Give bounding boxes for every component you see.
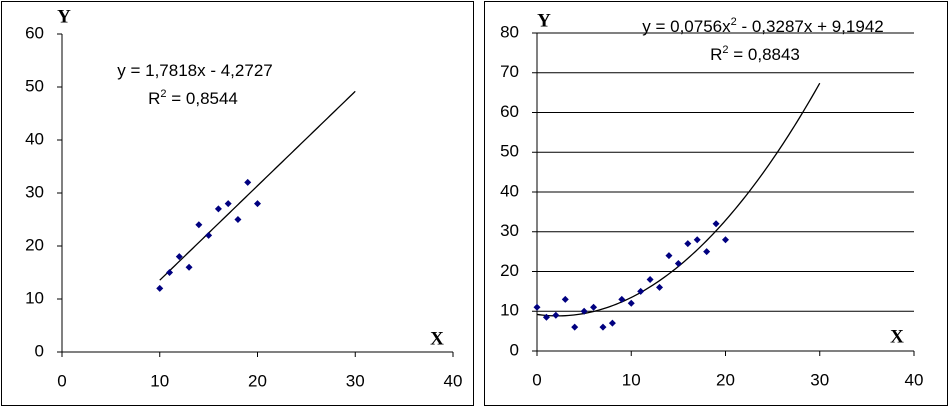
point [571, 323, 579, 331]
x-tick-label: 40 [444, 371, 463, 390]
point [561, 295, 569, 303]
point [175, 253, 183, 261]
point [234, 216, 242, 223]
point [185, 263, 193, 271]
y-tick-label: 50 [25, 76, 44, 95]
y-tick-label: 40 [500, 181, 519, 200]
y-axis-label: Y [537, 10, 551, 31]
y-tick-label: 0 [510, 340, 519, 359]
x-tick-label: 0 [57, 371, 66, 390]
y-tick-label: 80 [500, 22, 519, 41]
x-tick-label: 30 [810, 370, 829, 389]
x-tick-label: 20 [716, 370, 735, 389]
x-tick-label: 40 [905, 370, 924, 389]
y-tick-label: 60 [500, 102, 519, 121]
point [224, 200, 232, 208]
x-tick-label: 10 [622, 370, 641, 389]
trend-equation: y = 1,7818x - 4,2727 [117, 61, 272, 80]
x-tick-label: 0 [532, 370, 541, 389]
y-tick-label: 30 [25, 182, 44, 201]
superscript: 2 [722, 44, 728, 56]
point [608, 319, 616, 327]
superscript: 2 [731, 16, 737, 28]
point [205, 231, 213, 239]
r-squared: R2 = 0,8544 [148, 88, 238, 109]
x-tick-label: 20 [248, 371, 267, 390]
point [590, 303, 598, 311]
text-part: - 0,3287x + 9,1942 [737, 17, 884, 36]
y-tick-label: 60 [25, 23, 44, 42]
point [665, 252, 673, 260]
x-tick-label: 10 [150, 371, 169, 390]
point [195, 221, 203, 229]
point [580, 307, 588, 315]
y-tick-label: 10 [25, 288, 44, 307]
y-tick-label: 40 [25, 129, 44, 148]
point [627, 299, 635, 307]
panel-frame [484, 1, 948, 406]
point [618, 295, 626, 303]
point [703, 248, 711, 256]
point [244, 178, 252, 186]
x-axis-label: X [890, 326, 904, 347]
y-tick-label: 70 [500, 62, 519, 81]
point [254, 200, 261, 208]
point [542, 313, 550, 321]
y-tick-label: 20 [500, 261, 519, 280]
x-axis-label: X [430, 328, 444, 349]
r-squared: R2 = 0,8843 [710, 44, 800, 65]
trend-equation: y = 0,0756x2 - 0,3287x + 9,1942 [642, 16, 883, 37]
point [166, 269, 174, 276]
text-part: = 0,8843 [729, 45, 800, 64]
point [693, 236, 701, 244]
y-tick-label: 30 [500, 221, 519, 240]
point [684, 240, 692, 248]
point [599, 323, 607, 331]
y-tick-label: 50 [500, 142, 519, 161]
point [722, 236, 729, 244]
x-tick-label: 30 [346, 371, 365, 390]
text-part: R [148, 89, 160, 108]
point [214, 205, 222, 213]
point [712, 220, 720, 228]
point [156, 284, 164, 292]
point [656, 283, 664, 291]
trendline [159, 90, 356, 281]
y-tick-label: 10 [500, 301, 519, 320]
point [674, 260, 682, 268]
point [637, 287, 645, 295]
superscript: 2 [160, 88, 166, 100]
y-tick-label: 20 [25, 235, 44, 254]
text-part: R [710, 45, 722, 64]
y-tick-label: 0 [35, 341, 44, 360]
point [533, 303, 541, 311]
text-part: y = 1,7818x - 4,2727 [117, 61, 272, 80]
panel-frame [1, 1, 474, 406]
text-part: = 0,8544 [167, 89, 238, 108]
point [646, 275, 654, 283]
y-axis-label: Y [57, 6, 71, 27]
point [552, 311, 560, 319]
text-part: y = 0,0756x [642, 17, 731, 36]
